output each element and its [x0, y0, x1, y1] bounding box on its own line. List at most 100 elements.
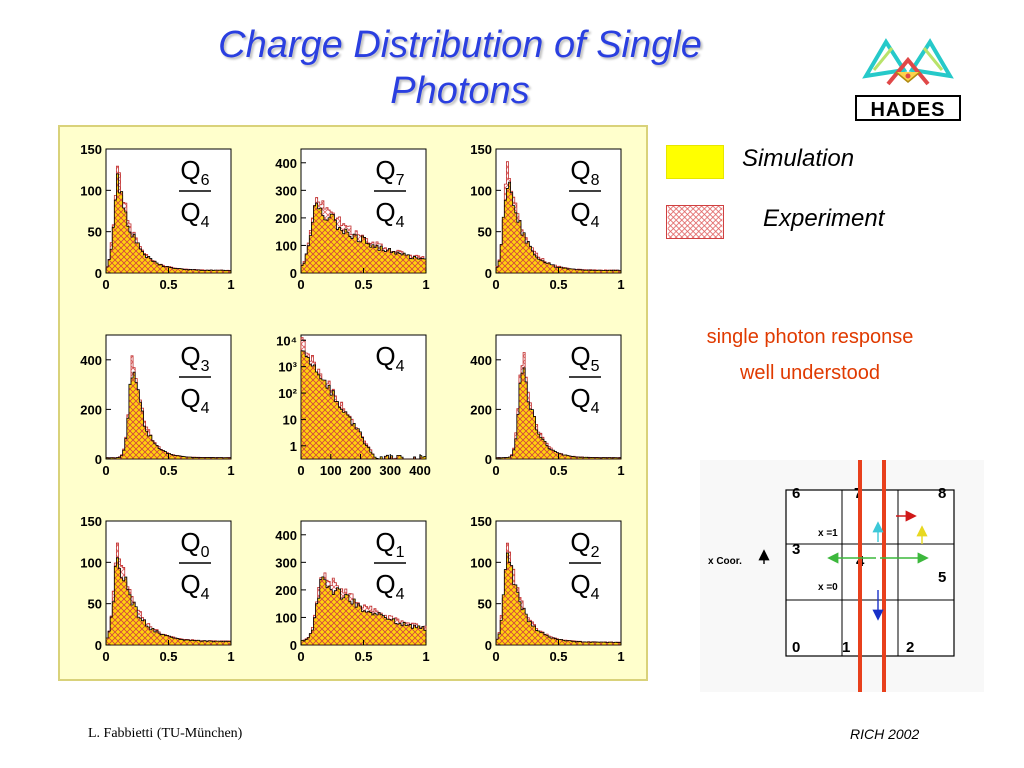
x-tick-label: 0 — [297, 463, 304, 478]
simulation-histogram — [495, 552, 622, 646]
simulation-histogram — [495, 367, 622, 460]
y-tick-label: 400 — [470, 353, 492, 368]
x-tick-label: 0.5 — [354, 649, 372, 664]
y-tick-label: 100 — [470, 555, 492, 570]
y-tick-label: 1 — [290, 439, 297, 454]
x1-label: x =1 — [818, 528, 838, 539]
pad-cell-label: 1 — [842, 639, 850, 656]
x-tick-label: 1 — [422, 649, 429, 664]
y-tick-label: 50 — [88, 597, 102, 612]
hades-logo-graphic — [862, 38, 954, 86]
y-tick-label: 50 — [478, 225, 492, 240]
x-tick-label: 0 — [297, 649, 304, 664]
y-tick-label: 300 — [275, 555, 297, 570]
ratio-numerator-index: 2 — [591, 544, 600, 561]
ratio-denominator-index: 4 — [396, 586, 405, 603]
y-tick-label: 100 — [470, 183, 492, 198]
ratio-numerator-index: 1 — [396, 544, 405, 561]
y-tick-label: 0 — [95, 638, 102, 653]
y-tick-label: 200 — [80, 402, 102, 417]
x-tick-label: 0.5 — [159, 463, 177, 478]
ratio-numerator: Q3 — [180, 341, 209, 375]
y-tick-label: 100 — [275, 610, 297, 625]
ratio-denominator-index: 4 — [201, 400, 210, 417]
ratio-denominator-index: 4 — [201, 214, 210, 231]
y-tick-label: 200 — [275, 583, 297, 598]
x-tick-label: 1 — [422, 277, 429, 292]
y-tick-label: 0 — [485, 638, 492, 653]
x-tick-label: 0.5 — [354, 277, 372, 292]
ratio-denominator-index: 4 — [591, 400, 600, 417]
simulation-histogram — [105, 371, 232, 460]
pad-grid — [785, 489, 955, 657]
y-tick-label: 50 — [88, 225, 102, 240]
simulation-histogram — [300, 576, 427, 646]
ratio-numerator-index: 5 — [591, 358, 600, 375]
pad-cell-label: 6 — [792, 485, 800, 502]
footer-author: L. Fabbietti (TU-München) — [88, 726, 243, 741]
y-tick-label: 10³ — [278, 360, 297, 375]
x-tick-label: 1 — [227, 649, 234, 664]
footer-conference: RICH 2002 — [850, 726, 920, 742]
y-tick-label: 200 — [470, 402, 492, 417]
pad-cell-label: 8 — [938, 485, 946, 502]
experiment-legend-label: Experiment — [763, 205, 885, 232]
x-tick-label: 0 — [102, 463, 109, 478]
pad-neighbour-diagram: 678345012 x =1 x =0 x Coor. — [700, 460, 984, 692]
simulation-histogram — [495, 181, 622, 274]
y-tick-label: 150 — [80, 142, 102, 157]
title-line-1: Charge Distribution of Single — [218, 24, 702, 66]
y-tick-label: 400 — [275, 156, 297, 171]
ratio-numerator-index: 6 — [201, 172, 210, 189]
pad-cell-label: 3 — [792, 541, 800, 558]
ratio-numerator-index: 0 — [201, 544, 210, 561]
ratio-denominator-index: 4 — [396, 214, 405, 231]
ratio-denominator-index: 4 — [591, 214, 600, 231]
x-tick-label: 1 — [617, 277, 624, 292]
y-tick-label: 10² — [278, 386, 297, 401]
y-tick-label: 300 — [275, 183, 297, 198]
simulation-histogram — [300, 350, 427, 460]
ratio-denominator-index: 4 — [591, 586, 600, 603]
ratio-numerator-index: 4 — [396, 358, 405, 375]
y-tick-label: 150 — [80, 514, 102, 529]
ratio-numerator-index: 8 — [591, 172, 600, 189]
y-tick-label: 0 — [485, 266, 492, 281]
x-tick-label: 0.5 — [159, 649, 177, 664]
x-tick-label: 1 — [617, 463, 624, 478]
y-tick-label: 100 — [80, 183, 102, 198]
note-line-2: well understood — [739, 362, 881, 384]
x-tick-label: 0 — [102, 277, 109, 292]
x-tick-label: 0 — [102, 649, 109, 664]
hades-logo: HADES — [855, 38, 961, 121]
y-tick-label: 50 — [478, 597, 492, 612]
x-tick-label: 100 — [320, 463, 342, 478]
y-tick-label: 0 — [95, 452, 102, 467]
y-tick-label: 400 — [80, 353, 102, 368]
x-tick-label: 400 — [409, 463, 431, 478]
y-tick-label: 150 — [470, 142, 492, 157]
y-tick-label: 10⁴ — [276, 333, 297, 348]
pad-cell-label: 5 — [938, 569, 946, 586]
ratio-numerator-index: 3 — [201, 358, 210, 375]
pad-cell-label: 0 — [792, 639, 800, 656]
y-tick-label: 100 — [275, 238, 297, 253]
x-tick-label: 300 — [379, 463, 401, 478]
x-coord-label: x Coor. — [708, 556, 742, 567]
x-tick-label: 0 — [492, 649, 499, 664]
y-tick-label: 400 — [275, 528, 297, 543]
simulation-histogram — [105, 557, 232, 646]
x-tick-label: 1 — [227, 463, 234, 478]
y-tick-label: 100 — [80, 555, 102, 570]
y-tick-label: 0 — [95, 266, 102, 281]
